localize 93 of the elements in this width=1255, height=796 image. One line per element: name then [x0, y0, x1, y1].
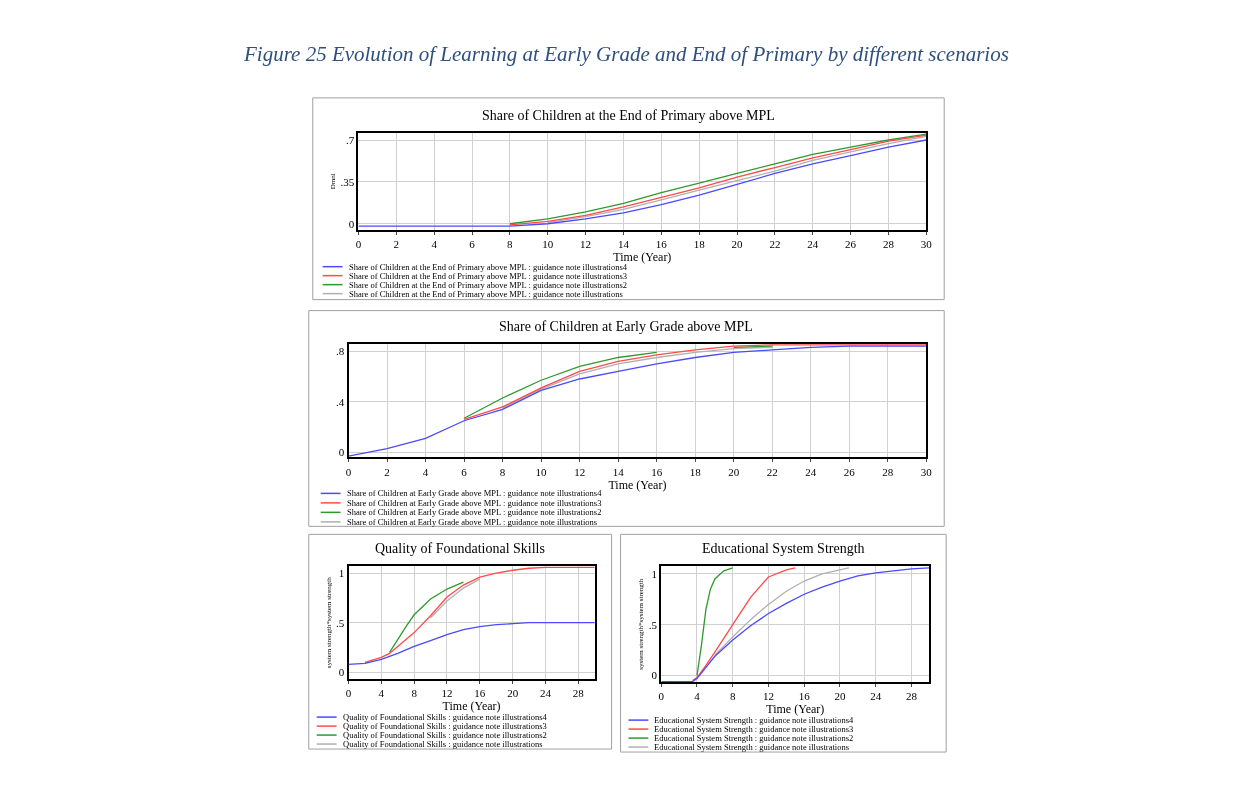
caption: Figure 25 Evolution of Learning at Early Grade and End of Primary by different scenarios — [243, 42, 1009, 66]
x-tick-label: 24 — [805, 465, 817, 478]
line-series — [429, 578, 481, 619]
line-series — [348, 622, 595, 665]
x-tick-label: 24 — [807, 237, 819, 250]
x-tick-label: 12 — [574, 465, 586, 478]
x-tick-label: 28 — [905, 690, 918, 703]
x-tick-label: 16 — [798, 690, 811, 703]
x-tick-label: 22 — [766, 465, 778, 478]
x-tick-label: 10 — [535, 465, 548, 478]
y-tick-label: .4 — [336, 395, 345, 408]
x-tick-label: 8 — [729, 690, 736, 703]
x-tick-label: 8 — [499, 465, 506, 478]
y-tick-label: 0 — [348, 217, 355, 230]
x-tick-label: 28 — [572, 687, 585, 700]
y-tick-label: 1 — [651, 567, 658, 580]
x-tick-label: 6 — [461, 465, 468, 478]
x-tick-label: 16 — [474, 687, 486, 700]
x-tick-label: 22 — [769, 237, 781, 250]
chart-title: Educational System Strength — [702, 541, 865, 556]
x-tick-label: 2 — [393, 237, 400, 250]
chart-title: Quality of Foundational Skills — [375, 541, 545, 556]
x-tick-label: 28 — [882, 465, 894, 478]
x-tick-label: 24 — [539, 687, 552, 700]
chart-title: Share of Children at the End of Primary above MPL — [482, 108, 775, 123]
legend-label: Quality of Foundational Skills : guidance note illustrations3 — [343, 721, 547, 731]
x-tick-label: 12 — [441, 687, 453, 700]
x-tick-label: 12 — [580, 237, 592, 250]
x-tick-label: 14 — [617, 237, 630, 250]
x-tick-label: 24 — [870, 690, 882, 703]
legend-label: Educational System Strength : guidance note illustrations3 — [654, 724, 854, 734]
x-tick-label: 4 — [431, 237, 438, 250]
x-tick-label: 20 — [728, 465, 740, 478]
y-tick-label: 0 — [338, 666, 345, 679]
legend-label: Share of Children at Early Grade above MPL : guidance note illustrations3 — [347, 498, 602, 508]
y-tick-label: 0 — [338, 446, 345, 459]
x-tick-label: 16 — [655, 237, 668, 250]
x-tick-label: 10 — [542, 237, 554, 250]
line-series — [463, 344, 927, 421]
x-tick-label: 18 — [693, 237, 706, 250]
x-tick-label: 8 — [507, 237, 514, 250]
y-tick-label: .8 — [336, 345, 345, 358]
line-series — [501, 346, 773, 409]
line-series — [348, 345, 927, 457]
legend-label: Quality of Foundational Skills : guidance note illustrations2 — [343, 730, 547, 740]
legend-label: Quality of Foundational Skills : guidance note illustrations — [343, 739, 543, 749]
y-tick-label: .5 — [648, 618, 658, 631]
y-tick-label: .7 — [345, 133, 355, 146]
line-series — [691, 567, 796, 682]
x-tick-label: 20 — [731, 237, 744, 250]
x-tick-label: 8 — [411, 687, 418, 700]
x-tick-label: 12 — [762, 690, 774, 703]
y-tick-label: .5 — [336, 616, 345, 629]
legend-label: Quality of Foundational Skills : guidance note illustrations4 — [343, 712, 548, 722]
line-series — [696, 567, 734, 677]
line-series — [388, 581, 465, 654]
legend-label: Share of Children at Early Grade above MPL : guidance note illustrations4 — [347, 488, 603, 498]
x-tick-label: 30 — [920, 237, 933, 250]
x-tick-label: 28 — [882, 237, 895, 250]
legend-label: Share of Children at the End of Primary above MPL : guidance note illustrations4 — [349, 262, 628, 272]
legend-label: Educational System Strength : guidance note illustrations2 — [654, 733, 854, 743]
chart-title: Share of Children at Early Grade above MPL — [499, 319, 753, 334]
x-axis-title: Time (Year) — [613, 249, 672, 264]
line-series — [364, 566, 595, 663]
x-tick-label: 6 — [469, 237, 476, 250]
x-tick-label: 20 — [834, 690, 846, 703]
x-axis-title: Time (Year) — [442, 699, 501, 714]
x-tick-label: 4 — [378, 687, 385, 700]
legend-label: Share of Children at Early Grade above MPL : guidance note illustrations2 — [347, 507, 602, 517]
x-tick-label: 4 — [422, 465, 429, 478]
line-series — [358, 139, 927, 227]
x-tick-label: 20 — [507, 687, 519, 700]
y-tick-label: .35 — [340, 175, 355, 188]
legend-label: Educational System Strength : guidance note illustrations — [654, 742, 849, 752]
legend-label: Educational System Strength : guidance note illustrations4 — [654, 715, 854, 725]
x-tick-label: 16 — [651, 465, 663, 478]
y-tick-label: 1 — [338, 567, 345, 580]
x-axis-title: Time (Year) — [766, 702, 825, 717]
x-tick-label: 2 — [384, 465, 390, 478]
line-series — [714, 567, 850, 656]
x-tick-label: 18 — [689, 465, 702, 478]
legend-label: Share of Children at Early Grade above MPL : guidance note illustrations — [347, 517, 598, 527]
x-tick-label: 26 — [845, 237, 857, 250]
line-series — [661, 567, 930, 683]
legend-label: Share of Children at the End of Primary above MPL : guidance note illustrations — [349, 289, 623, 299]
y-tick-label: 0 — [651, 669, 658, 682]
x-tick-label: 26 — [843, 465, 856, 478]
x-axis-title: Time (Year) — [608, 477, 667, 492]
x-tick-label: 14 — [612, 465, 625, 478]
x-tick-label: 4 — [694, 690, 701, 703]
legend-label: Share of Children at the End of Primary above MPL : guidance note illustrations2 — [349, 280, 628, 290]
x-tick-label: 30 — [920, 465, 933, 478]
legend-label: Share of Children at the End of Primary above MPL : guidance note illustrations3 — [349, 271, 628, 281]
